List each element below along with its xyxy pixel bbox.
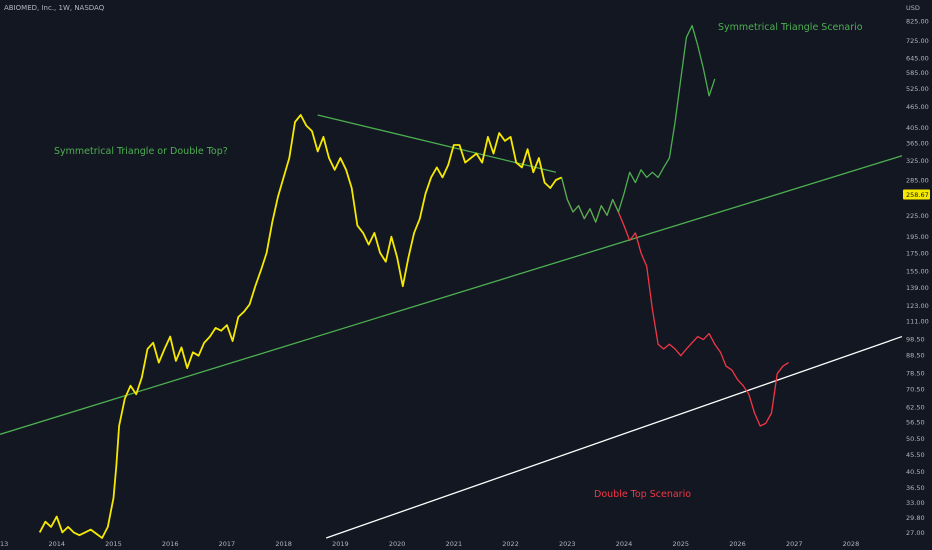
price-axis-tick-label: 525.00 [906, 85, 929, 93]
current-price-badge [903, 189, 930, 200]
price-axis-tick-label: 56.50 [906, 418, 925, 426]
series-layer [38, 24, 789, 539]
price-axis-tick-label: 225.00 [906, 212, 929, 220]
time-axis-tick-label: 2020 [389, 540, 406, 548]
price-axis-tick-label: 325.00 [906, 157, 929, 165]
time-axis-tick-label: 2022 [502, 540, 519, 548]
price-axis-tick-label: 585.00 [906, 69, 929, 77]
time-axis-tick-label: 2025 [672, 540, 689, 548]
price-axis-tick-label: 45.50 [906, 451, 925, 459]
series-line-symmetrical-triangle-scenario[interactable] [560, 24, 716, 223]
price-axis-tick-label: 195.00 [906, 233, 929, 241]
price-axis-tick-label: 139.00 [906, 284, 929, 292]
time-axis-tick-label: 2023 [559, 540, 576, 548]
price-axis-tick-label: 27.00 [906, 529, 925, 537]
time-axis-tick-label: 2027 [786, 540, 803, 548]
price-axis-tick-label: 33.00 [906, 499, 925, 507]
price-axis-tick-label: 825.00 [906, 18, 929, 26]
price-axis-tick-label: 29.80 [906, 514, 925, 522]
price-axis-tick-label: 78.50 [906, 369, 925, 377]
price-axis-tick-label: 725.00 [906, 37, 929, 45]
annotation-symmetrical-triangle-scenario: Symmetrical Triangle Scenario [718, 22, 863, 33]
price-axis-tick-label: 465.00 [906, 103, 929, 111]
time-axis-tick-label: 2015 [105, 540, 122, 548]
time-axis-tick-label: 2028 [843, 540, 860, 548]
trendline-descending-resistance[interactable] [317, 114, 557, 173]
price-axis-tick-label: 50.50 [906, 435, 925, 443]
time-axis-tick-label: 2014 [48, 540, 65, 548]
annotation-double-top-scenario: Double Top Scenario [594, 489, 691, 500]
price-axis-tick-label: 285.00 [906, 176, 929, 184]
price-axis-currency: USD [906, 4, 920, 12]
price-axis-tick-label: 111.00 [906, 317, 929, 325]
current-price-label: 258.67 [906, 191, 929, 199]
time-axis-tick-label: 2018 [275, 540, 292, 548]
time-axis-tick-label: 2016 [162, 540, 179, 548]
price-axis-tick-label: 36.50 [906, 484, 925, 492]
price-axis: USD 825.00 725.00 645.00 585.00 525.00 465.00 4… [903, 4, 930, 537]
price-axis-tick-label: 155.00 [906, 268, 929, 276]
time-axis: 2013 2014 2015 2016 2017 2018 2019 2020 2021 2022… [0, 540, 859, 548]
annotation-symmetrical-or-double-top: Symmetrical Triangle or Double Top? [54, 146, 228, 157]
time-axis-tick-label: 2024 [616, 540, 633, 548]
price-axis-tick-label: 88.50 [906, 351, 925, 359]
price-axis-tick-label: 175.00 [906, 249, 929, 257]
series-line-historical[interactable] [38, 114, 562, 539]
price-axis-tick-label: 365.00 [906, 139, 929, 147]
price-axis-tick-label: 645.00 [906, 54, 929, 62]
time-axis-tick-label: 2021 [446, 540, 463, 548]
time-axis-tick-label: 2026 [729, 540, 746, 548]
trendline-ascending-support[interactable] [0, 155, 903, 435]
price-axis-tick-label: 62.50 [906, 403, 925, 411]
chart-ticker-title: ABIOMED, Inc., 1W, NASDAQ [4, 4, 105, 12]
price-axis-tick-label: 123.00 [906, 302, 929, 310]
time-axis-tick-label: 2019 [332, 540, 349, 548]
price-axis-tick-label: 405.00 [906, 124, 929, 132]
trendline-long-term-support[interactable] [325, 335, 903, 539]
price-axis-tick-label: 70.50 [906, 385, 925, 393]
time-axis-tick-label: 2017 [219, 540, 236, 548]
price-axis-tick-label: 98.50 [906, 335, 925, 343]
time-axis-tick-label: 2013 [0, 540, 8, 548]
price-axis-tick-label: 40.50 [906, 468, 925, 476]
trendline-layer [0, 114, 903, 539]
